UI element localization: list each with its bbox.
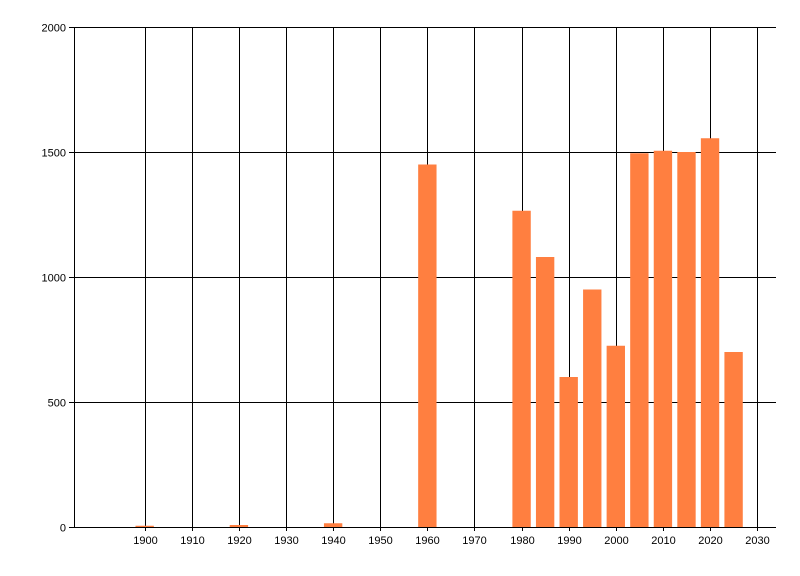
- bar-2025: [724, 352, 743, 527]
- x-tick-label: 1900: [133, 535, 157, 547]
- x-axis-ticks: 1900 1910 1920 1930 1940 1950 1960 1970 1980 1990…: [133, 527, 770, 547]
- x-tick-label: 1970: [462, 535, 486, 547]
- bar-2020: [700, 138, 720, 527]
- y-tick-label: 0: [60, 523, 66, 535]
- bar-1900: [135, 525, 154, 527]
- x-tick-label: 2000: [604, 535, 628, 547]
- x-tick-label: 1980: [510, 535, 534, 547]
- bar-1995: [583, 289, 602, 527]
- bar-1940: [323, 523, 343, 527]
- x-tick-label: 1910: [180, 535, 204, 547]
- x-tick-label: 2010: [651, 535, 675, 547]
- bar-2000: [606, 345, 625, 527]
- bar-1920: [229, 525, 249, 527]
- bar-2010: [653, 150, 673, 527]
- x-tick-label: 1990: [557, 535, 581, 547]
- x-tick-label: 2020: [698, 535, 722, 547]
- y-tick-label: 1000: [42, 273, 66, 285]
- axes: [74, 27, 776, 528]
- bar-2005: [630, 153, 649, 527]
- bar-1990: [559, 377, 578, 527]
- y-tick-label: 2000: [42, 23, 66, 35]
- y-axis-ticks: 0 500 1000 1500 2000: [42, 23, 74, 535]
- y-tick-label: 1500: [42, 148, 66, 160]
- x-tick-label: 1940: [321, 535, 345, 547]
- x-tick-label: 2030: [745, 535, 769, 547]
- x-tick-label: 1960: [415, 535, 439, 547]
- x-tick-label: 1920: [227, 535, 251, 547]
- bar-1985: [535, 257, 555, 527]
- x-tick-label: 1930: [274, 535, 298, 547]
- x-tick-label: 1950: [368, 535, 392, 547]
- bar-1980: [512, 210, 531, 527]
- bar-1960: [418, 164, 437, 527]
- y-tick-label: 500: [48, 398, 66, 410]
- bars: [135, 138, 743, 527]
- bar-2015: [677, 152, 696, 527]
